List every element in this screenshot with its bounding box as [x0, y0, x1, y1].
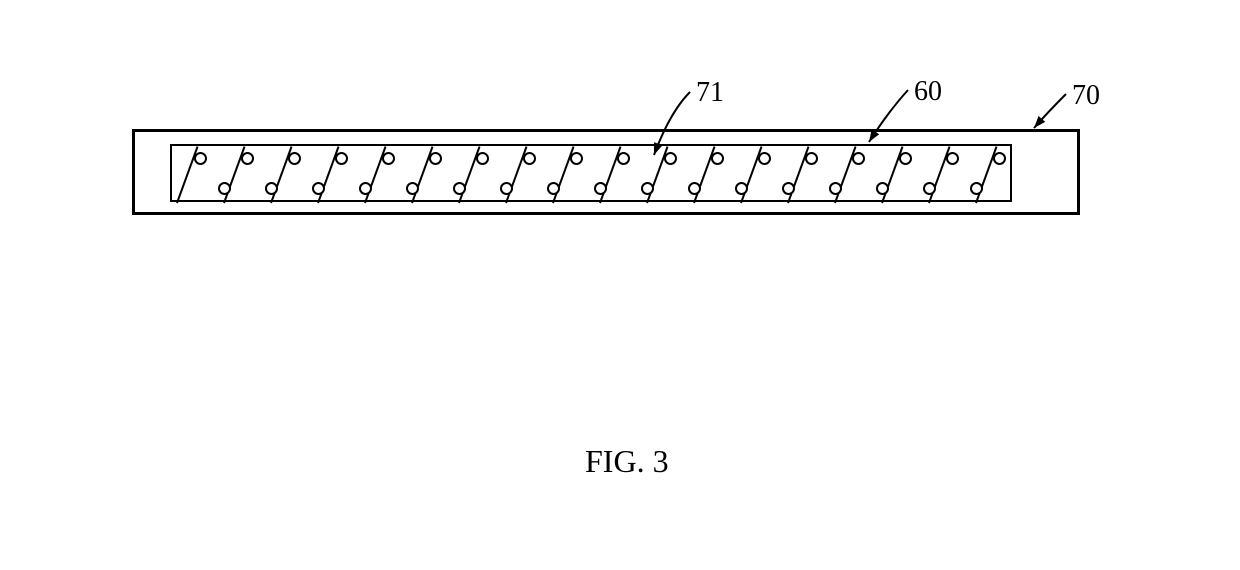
- ref-label-60: 60: [914, 76, 942, 108]
- figure-caption: FIG. 3: [585, 443, 669, 480]
- ref-label-70: 70: [1072, 80, 1100, 112]
- ref-label-71: 71: [696, 77, 724, 109]
- figure-canvas: 71 60 70 FIG. 3: [0, 0, 1240, 570]
- leader-arrows: [0, 0, 1240, 570]
